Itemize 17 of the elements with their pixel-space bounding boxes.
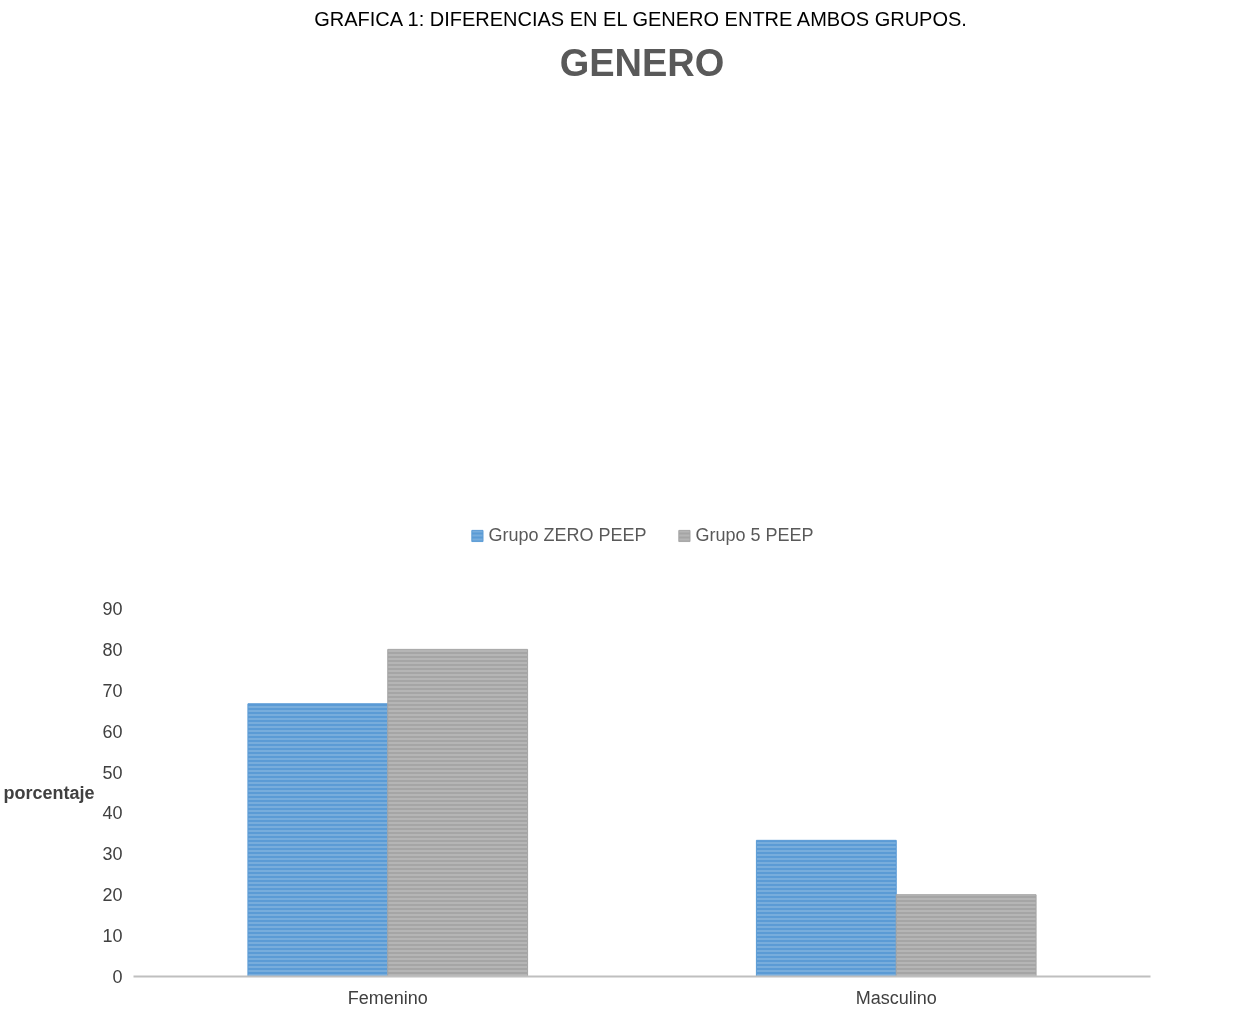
y-tick-label: 50	[102, 762, 123, 783]
y-tick-label: 0	[112, 967, 123, 987]
y-tick-label: 20	[102, 885, 123, 906]
y-tick-label: 80	[102, 639, 123, 660]
legend-label: Grupo ZERO PEEP	[488, 524, 647, 546]
y-tick-label: 10	[102, 926, 123, 947]
y-tick-label: 40	[102, 803, 123, 824]
x-tick-label: Femenino	[347, 987, 428, 1008]
text: GRAFICA 1: DIFERENCIAS EN EL GENERO ENTRE AMBOS GRUPOS.	[314, 7, 967, 30]
y-axis-title: porcentaje	[3, 782, 95, 803]
y-tick-label: 60	[102, 721, 123, 742]
legend-label: Grupo 5 PEEP	[695, 524, 814, 546]
y-tick-label: 30	[102, 844, 123, 865]
x-tick-label: Masculino	[855, 987, 937, 1008]
chart-title: GENERO	[559, 41, 725, 84]
y-tick-label: 90	[102, 599, 123, 619]
y-tick-label: 70	[102, 680, 123, 701]
